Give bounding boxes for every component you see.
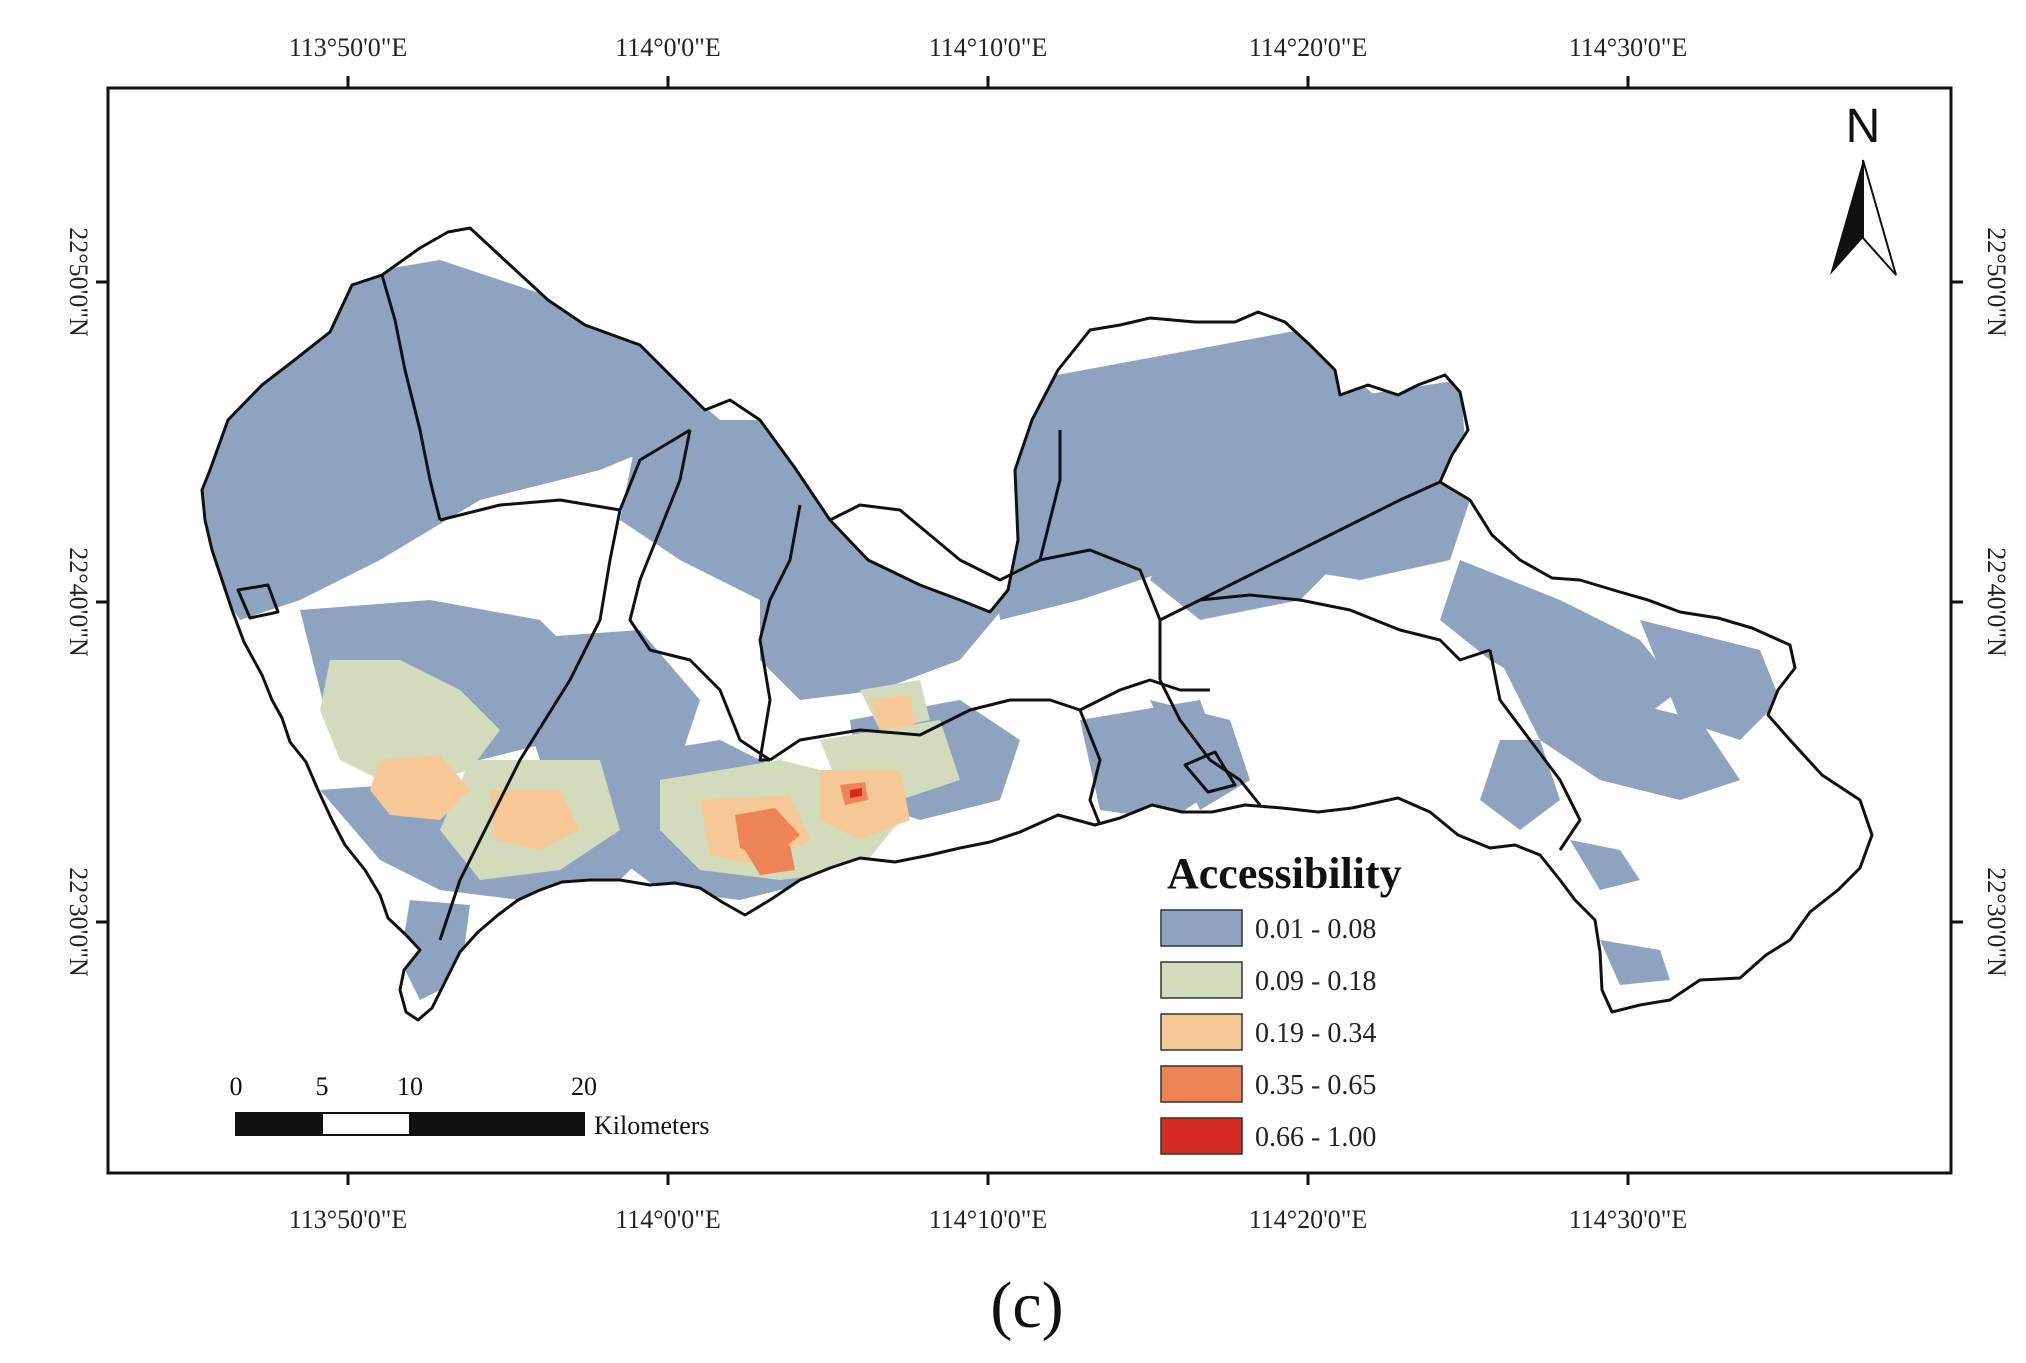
- city-outline: [200, 226, 1874, 1022]
- left-tick-labels: 22°50'0"N 22°40'0"N 22°30'0"N: [64, 227, 93, 977]
- legend-title: Accessibility: [1167, 849, 1402, 898]
- right-tick-label: 22°30'0"N: [1982, 867, 2011, 977]
- district-line: [758, 504, 802, 762]
- class-1-area: [202, 260, 1780, 1000]
- scale-tick-label: 0: [230, 1072, 243, 1101]
- left-tick-label: 22°30'0"N: [64, 867, 93, 977]
- district-line: [1079, 678, 1210, 712]
- district-line: [829, 503, 1041, 582]
- district-boundaries: [200, 226, 1874, 1022]
- scale-bar: 0 5 10 20 Kilometers: [230, 1072, 710, 1140]
- scale-tick-label: 5: [316, 1072, 329, 1101]
- north-arrow-label: N: [1846, 100, 1881, 153]
- legend-item-label: 0.09 - 0.18: [1255, 966, 1376, 997]
- bottom-tick-labels: 113°50'0"E 114°0'0"E 114°10'0"E 114°20'0…: [289, 1205, 1688, 1234]
- district-line: [380, 274, 442, 521]
- district-line: [1038, 430, 1062, 561]
- scale-tick-label: 10: [397, 1072, 423, 1101]
- class-4-area: [735, 782, 868, 875]
- accessibility-raster: [202, 260, 1780, 1000]
- legend-swatch: [1160, 961, 1243, 999]
- top-tick-label: 113°50'0"E: [289, 33, 408, 62]
- district-line: [1199, 480, 1441, 602]
- north-arrow-right-half: [1862, 159, 1897, 276]
- top-tick-label: 114°0'0"E: [615, 33, 721, 62]
- legend-item: 0.01 - 0.08: [1160, 909, 1376, 947]
- district-line: [769, 698, 1081, 762]
- bottom-tick-label: 114°10'0"E: [929, 1205, 1048, 1234]
- scale-bar-segment: [409, 1112, 585, 1136]
- legend-item: 0.09 - 0.18: [1160, 961, 1376, 999]
- legend-swatch: [1160, 1117, 1243, 1155]
- legend-item: 0.66 - 1.00: [1160, 1117, 1376, 1155]
- north-arrow-left-half: [1830, 160, 1863, 275]
- scale-bar-segment: [235, 1112, 323, 1136]
- district-line: [439, 428, 691, 522]
- legend-item: 0.19 - 0.34: [1160, 1013, 1376, 1051]
- top-tick-labels: 113°50'0"E 114°0'0"E 114°10'0"E 114°20'0…: [289, 33, 1688, 62]
- right-tick-label: 22°40'0"N: [1982, 547, 2011, 657]
- district-line: [236, 583, 280, 620]
- legend-swatch: [1160, 1065, 1243, 1103]
- bottom-tick-label: 113°50'0"E: [289, 1205, 408, 1234]
- frame-ticks: [96, 76, 1963, 1185]
- north-arrow: N: [1830, 100, 1897, 276]
- class-5-area: [850, 788, 862, 798]
- legend-item-label: 0.01 - 0.08: [1255, 914, 1376, 945]
- top-tick-label: 114°30'0"E: [1569, 33, 1688, 62]
- bottom-tick-label: 114°0'0"E: [615, 1205, 721, 1234]
- right-tick-label: 22°50'0"N: [1982, 227, 2011, 337]
- legend-swatch: [1160, 909, 1243, 947]
- bottom-tick-label: 114°30'0"E: [1569, 1205, 1688, 1234]
- legend: Accessibility 0.01 - 0.08 0.09 - 0.18 0.…: [1160, 849, 1402, 1155]
- legend-item-label: 0.19 - 0.34: [1255, 1018, 1376, 1049]
- panel-label: (c): [990, 1269, 1063, 1342]
- top-tick-label: 114°10'0"E: [929, 33, 1048, 62]
- district-line: [1078, 709, 1102, 826]
- scale-units-label: Kilometers: [594, 1111, 710, 1140]
- district-line: [628, 429, 771, 762]
- district-line: [1159, 593, 1491, 662]
- scale-tick-label: 20: [571, 1072, 597, 1101]
- district-line: [1039, 548, 1162, 680]
- left-tick-label: 22°50'0"N: [64, 227, 93, 337]
- legend-swatch: [1160, 1013, 1243, 1051]
- top-tick-label: 114°20'0"E: [1249, 33, 1368, 62]
- scale-bar-segment: [321, 1112, 411, 1136]
- legend-item-label: 0.35 - 0.65: [1255, 1070, 1376, 1101]
- district-line: [1158, 679, 1262, 806]
- legend-item: 0.35 - 0.65: [1160, 1065, 1376, 1103]
- legend-item-label: 0.66 - 1.00: [1255, 1122, 1376, 1153]
- bottom-tick-label: 114°20'0"E: [1249, 1205, 1368, 1234]
- district-line: [438, 509, 622, 941]
- district-line: [1183, 750, 1237, 794]
- district-line: [1488, 649, 1582, 851]
- left-tick-label: 22°40'0"N: [64, 547, 93, 657]
- right-tick-labels: 22°50'0"N 22°40'0"N 22°30'0"N: [1982, 227, 2011, 977]
